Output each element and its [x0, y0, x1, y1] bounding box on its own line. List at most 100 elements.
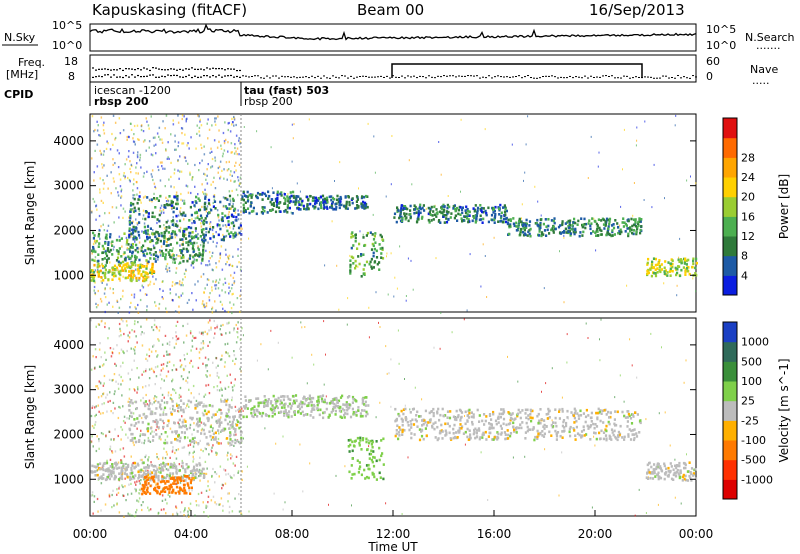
scatter-speckle — [169, 495, 171, 498]
range-cell — [153, 232, 156, 235]
range-cell — [170, 199, 173, 203]
scatter-speckle — [227, 122, 229, 125]
range-cell — [169, 465, 172, 469]
scatter-speckle — [386, 255, 387, 258]
range-cell — [646, 272, 649, 275]
scatter-speckle — [145, 357, 147, 360]
range-cell — [584, 226, 587, 230]
scatter-speckle — [165, 240, 168, 243]
scatter-speckle — [179, 280, 181, 283]
scatter-speckle — [127, 512, 129, 515]
range-cell — [371, 242, 374, 246]
scatter-speckle — [111, 206, 114, 209]
range-cell — [440, 207, 443, 211]
scatter-speckle — [157, 168, 160, 172]
scatter-speckle — [169, 456, 171, 459]
scatter-speckle — [231, 426, 233, 429]
range-cell — [137, 470, 140, 474]
range-cell — [355, 200, 358, 203]
range-cell — [671, 269, 674, 273]
scatter-speckle — [175, 335, 178, 338]
range-cell — [195, 472, 198, 476]
scatter-speckle — [221, 394, 223, 397]
range-cell — [138, 195, 141, 198]
range-cell — [192, 476, 195, 480]
range-cell — [201, 238, 204, 242]
range-cell — [108, 477, 111, 481]
range-cell — [176, 241, 179, 245]
range-cell — [344, 403, 347, 407]
range-cell — [670, 262, 673, 265]
scatter-speckle — [130, 455, 132, 458]
range-cell — [169, 485, 172, 489]
scatter-speckle — [180, 375, 183, 378]
scatter-speckle — [201, 411, 204, 414]
scatter-speckle — [159, 373, 162, 376]
range-cell — [140, 273, 143, 276]
scatter-speckle — [173, 364, 175, 367]
scatter-speckle — [93, 171, 95, 174]
scatter-speckle — [137, 311, 140, 314]
scatter-speckle — [146, 403, 149, 406]
range-cell — [327, 415, 330, 419]
range-cell — [293, 411, 296, 414]
range-cell — [91, 269, 94, 273]
scatter-speckle — [200, 143, 202, 146]
scatter-speckle — [390, 405, 392, 408]
scatter-speckle — [106, 303, 108, 306]
scatter-speckle — [128, 397, 131, 400]
freq-label-2: [MHz] — [6, 68, 38, 81]
range-cell — [339, 197, 343, 200]
scatter-speckle — [160, 433, 163, 436]
range-cell — [634, 218, 637, 221]
scatter-speckle — [223, 365, 226, 368]
range-cell — [588, 219, 591, 222]
range-cell — [129, 472, 132, 475]
range-cell — [200, 432, 203, 435]
scatter-speckle — [224, 387, 227, 390]
range-cell — [152, 253, 155, 256]
range-cell — [306, 195, 309, 199]
scatter-speckle — [152, 328, 155, 332]
freq-dot — [413, 75, 415, 77]
scatter-speckle — [139, 159, 141, 162]
scatter-speckle — [217, 437, 220, 441]
scatter-speckle — [211, 308, 213, 311]
scatter-speckle — [626, 284, 628, 287]
scatter-speckle — [123, 515, 125, 518]
range-cell — [476, 206, 480, 210]
scatter-speckle — [113, 392, 116, 396]
scatter-speckle — [282, 435, 284, 438]
scatter-speckle — [225, 225, 228, 228]
range-cell — [258, 193, 262, 196]
scatter-speckle — [120, 383, 122, 386]
scatter-speckle — [179, 211, 181, 214]
scatter-speckle — [175, 449, 178, 452]
range-cell — [169, 243, 172, 246]
range-cell — [145, 259, 148, 262]
freq-dot — [494, 76, 496, 78]
range-cell — [306, 205, 309, 209]
scatter-speckle — [559, 250, 560, 253]
scatter-speckle — [175, 191, 178, 194]
scatter-speckle — [214, 123, 217, 126]
scatter-speckle — [157, 338, 159, 341]
scatter-speckle — [141, 441, 143, 444]
range-cell — [142, 473, 145, 477]
scatter-speckle — [102, 129, 105, 132]
range-cell — [96, 465, 99, 468]
range-cell — [202, 248, 205, 252]
range-cell — [252, 415, 255, 419]
scatter-speckle — [164, 185, 166, 188]
scatter-speckle — [238, 261, 240, 264]
scatter-speckle — [229, 226, 231, 229]
range-cell — [235, 215, 238, 219]
range-cell — [276, 190, 279, 194]
range-cell — [187, 484, 190, 487]
range-cell — [485, 213, 488, 217]
range-cell — [349, 443, 352, 447]
freq-dot — [512, 76, 514, 78]
range-cell — [197, 442, 200, 445]
scatter-speckle — [132, 197, 134, 200]
freq-dot — [686, 77, 688, 79]
